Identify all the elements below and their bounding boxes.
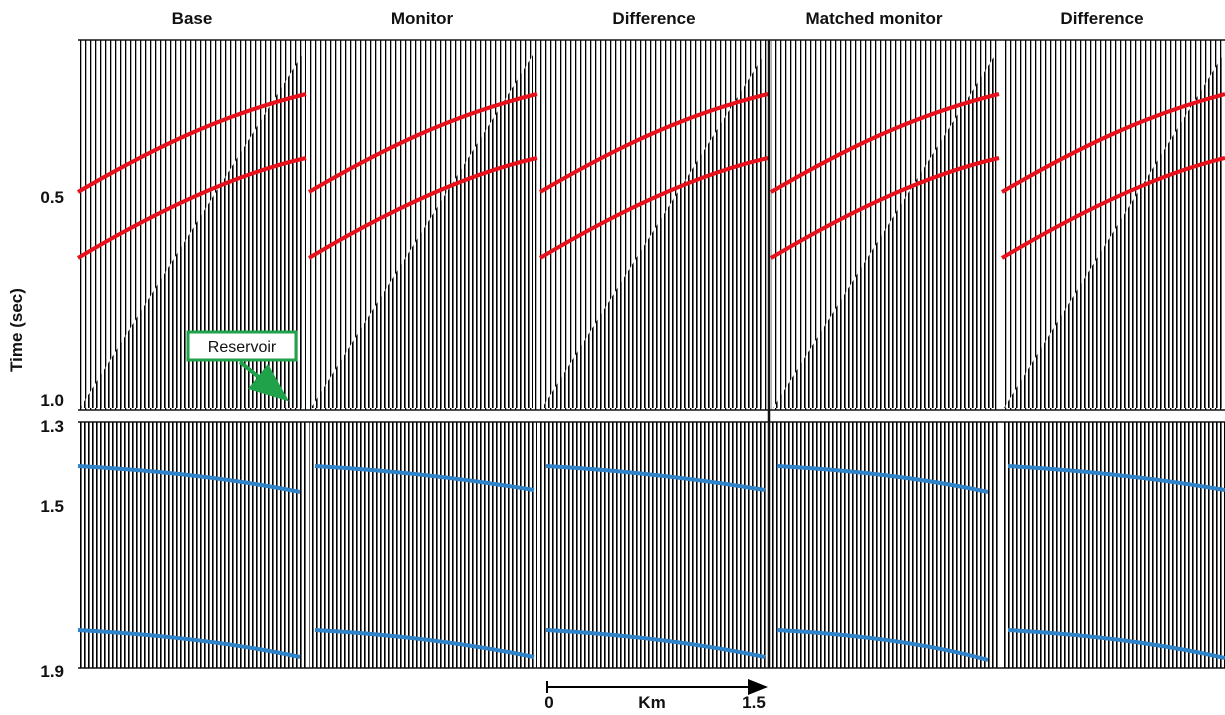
horizon-red-top-difference-1: [538, 92, 769, 194]
lower-panel-difference-1: [540, 422, 768, 668]
panel-titles: Base Monitor Difference Matched monitor …: [172, 9, 1144, 28]
horizon-blue-bottom-base: [77, 628, 301, 659]
reservoir-label: Reservoir: [208, 339, 277, 356]
horizon-red-bottom-base: [76, 156, 307, 260]
lower-panel-difference-2: [1002, 422, 1225, 668]
horizon-blue-bottom-monitor: [314, 628, 535, 659]
horizon-red-top-base: [76, 92, 307, 194]
panel-title-difference-2: Difference: [1060, 9, 1143, 28]
y-axis-label: Time (sec): [7, 288, 26, 372]
wedge-matched-monitor: [773, 55, 995, 408]
tick-0-5: 0.5: [40, 188, 64, 207]
horizon-blue-top-monitor: [314, 464, 535, 492]
panel-title-base: Base: [172, 9, 213, 28]
tick-1-5: 1.5: [40, 497, 64, 516]
horizon-red-top-monitor: [307, 92, 538, 194]
horizon-red-bottom-monitor: [307, 156, 538, 260]
red-horizons: [76, 92, 1225, 260]
upper-section: [76, 40, 1225, 410]
wedge-monitor: [311, 55, 533, 408]
horizon-blue-top-base: [77, 464, 301, 494]
horizon-red-bottom-difference-1: [538, 156, 769, 260]
panel-dividers: [78, 39, 1225, 669]
reservoir-callout: Reservoir: [186, 330, 298, 402]
wedge-difference-2: [1004, 55, 1223, 408]
scale-bar-end: 1.5: [742, 693, 766, 712]
panel-title-difference-1: Difference: [612, 9, 695, 28]
horizon-red-bottom-difference-2: [1000, 156, 1225, 260]
horizon-blue-bottom-difference-1: [545, 628, 766, 659]
tick-1-3: 1.3: [40, 417, 64, 436]
horizon-red-bottom-matched-monitor: [769, 156, 1000, 260]
scale-bar: 0 Km 1.5: [544, 679, 768, 712]
horizon-blue-top-difference-2: [1007, 464, 1225, 492]
lower-panel-monitor: [309, 422, 537, 668]
reservoir-arrow: [238, 360, 290, 402]
panel-title-monitor: Monitor: [391, 9, 454, 28]
horizon-blue-bottom-difference-2: [1007, 628, 1225, 660]
horizon-red-top-difference-2: [1000, 92, 1225, 194]
horizon-blue-top-matched-monitor: [776, 464, 989, 494]
blue-horizons: [77, 464, 1225, 662]
tick-1-0: 1.0: [40, 391, 64, 410]
scale-bar-start: 0: [544, 693, 553, 712]
wedge-base: [80, 55, 302, 408]
scale-bar-unit: Km: [638, 693, 665, 712]
reservoir-label-box: [186, 330, 298, 362]
horizon-blue-bottom-matched-monitor: [776, 628, 989, 662]
wedge-difference-1: [542, 55, 764, 408]
horizon-blue-top-difference-1: [545, 464, 766, 492]
horizon-red-top-matched-monitor: [769, 92, 1000, 194]
lower-panel-base: [78, 422, 306, 668]
lower-panel-matched-monitor: [771, 422, 999, 668]
tick-1-9: 1.9: [40, 662, 64, 681]
panel-title-matched-monitor: Matched monitor: [806, 9, 943, 28]
lower-section: [77, 422, 1225, 668]
